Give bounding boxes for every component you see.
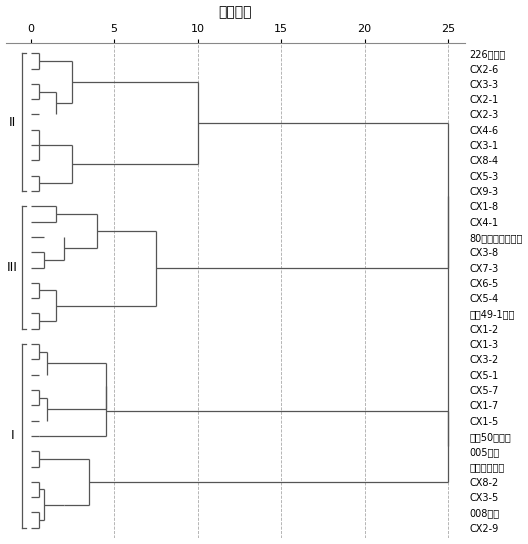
Text: II: II [8,116,16,128]
Text: III: III [7,261,17,274]
X-axis label: 欧氏距离: 欧氏距离 [219,5,252,20]
Text: I: I [11,429,14,442]
